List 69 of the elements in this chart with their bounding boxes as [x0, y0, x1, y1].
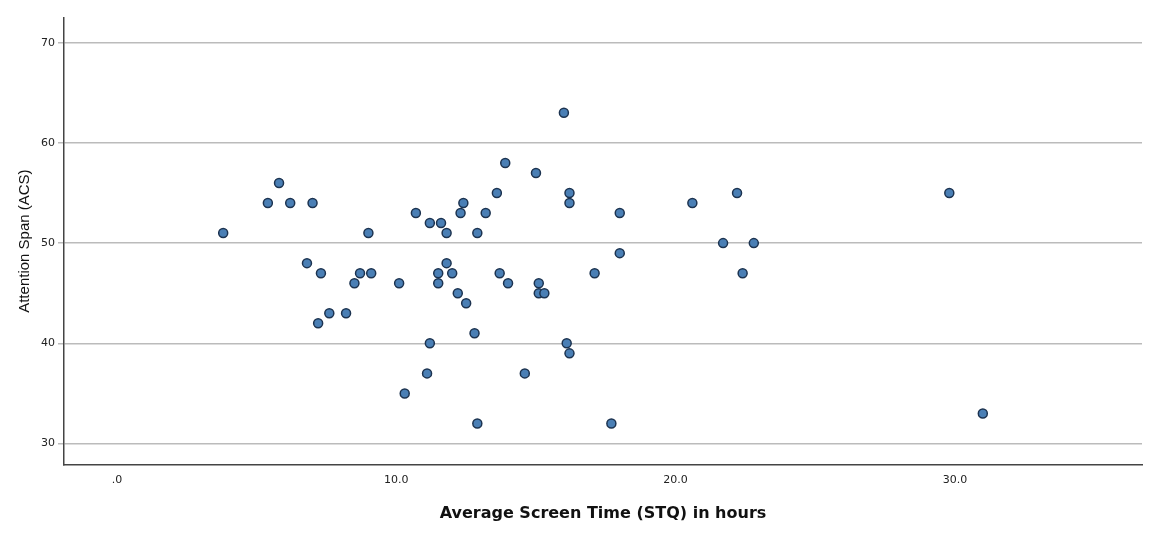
- point: [354, 267, 366, 279]
- point: [731, 187, 743, 199]
- point: [502, 277, 514, 289]
- y-tick-label: 60: [41, 135, 55, 149]
- point: [944, 187, 955, 199]
- point: [458, 197, 469, 209]
- x-tick-label: .0: [111, 473, 123, 487]
- point: [393, 277, 405, 289]
- point: [737, 267, 748, 279]
- point: [472, 418, 483, 429]
- point: [455, 207, 466, 219]
- x-axis-title: Average Screen Time (STQ) in hours: [439, 502, 767, 522]
- point: [421, 368, 433, 379]
- point: [530, 167, 542, 179]
- point: [748, 237, 760, 249]
- y-tick-label: 50: [41, 235, 55, 249]
- point: [365, 267, 377, 279]
- point: [500, 157, 511, 169]
- point: [687, 197, 698, 209]
- point: [539, 287, 550, 299]
- point: [410, 207, 422, 219]
- point: [340, 308, 352, 319]
- point: [399, 388, 410, 399]
- point: [324, 308, 335, 319]
- point: [606, 418, 617, 429]
- point: [441, 257, 452, 269]
- x-tick-label: 20.0: [663, 473, 688, 487]
- point: [301, 257, 313, 269]
- point: [977, 408, 989, 419]
- point: [558, 107, 570, 119]
- point: [589, 267, 600, 279]
- point: [312, 318, 324, 329]
- point: [432, 277, 444, 289]
- point: [446, 267, 458, 279]
- point: [363, 227, 374, 239]
- point: [480, 207, 491, 219]
- point: [717, 237, 729, 249]
- y-tick-label: 70: [41, 35, 55, 49]
- point: [262, 197, 274, 209]
- point: [494, 267, 505, 279]
- point: [273, 177, 285, 189]
- point: [491, 187, 503, 199]
- point: [435, 217, 447, 229]
- point: [564, 348, 575, 359]
- point: [424, 338, 436, 349]
- point: [452, 287, 464, 299]
- y-tick-label: 40: [41, 336, 55, 350]
- point: [564, 197, 575, 209]
- y-axis-title: Attention Span (ACS): [15, 169, 33, 313]
- point: [519, 368, 531, 379]
- point: [432, 267, 444, 279]
- point: [472, 227, 483, 239]
- point: [564, 187, 575, 199]
- point: [614, 207, 626, 219]
- point: [460, 297, 472, 309]
- point: [349, 277, 360, 289]
- x-tick-label: 30.0: [942, 473, 968, 487]
- point: [441, 227, 452, 239]
- point: [424, 217, 436, 229]
- point: [469, 328, 480, 339]
- y-tick-label: 30: [41, 436, 55, 450]
- point: [284, 197, 296, 209]
- point: [614, 247, 626, 259]
- point: [533, 277, 545, 289]
- point: [307, 197, 318, 209]
- x-tick-label: 10.0: [384, 473, 409, 487]
- point: [561, 338, 572, 349]
- point: [315, 267, 327, 279]
- point: [217, 227, 229, 239]
